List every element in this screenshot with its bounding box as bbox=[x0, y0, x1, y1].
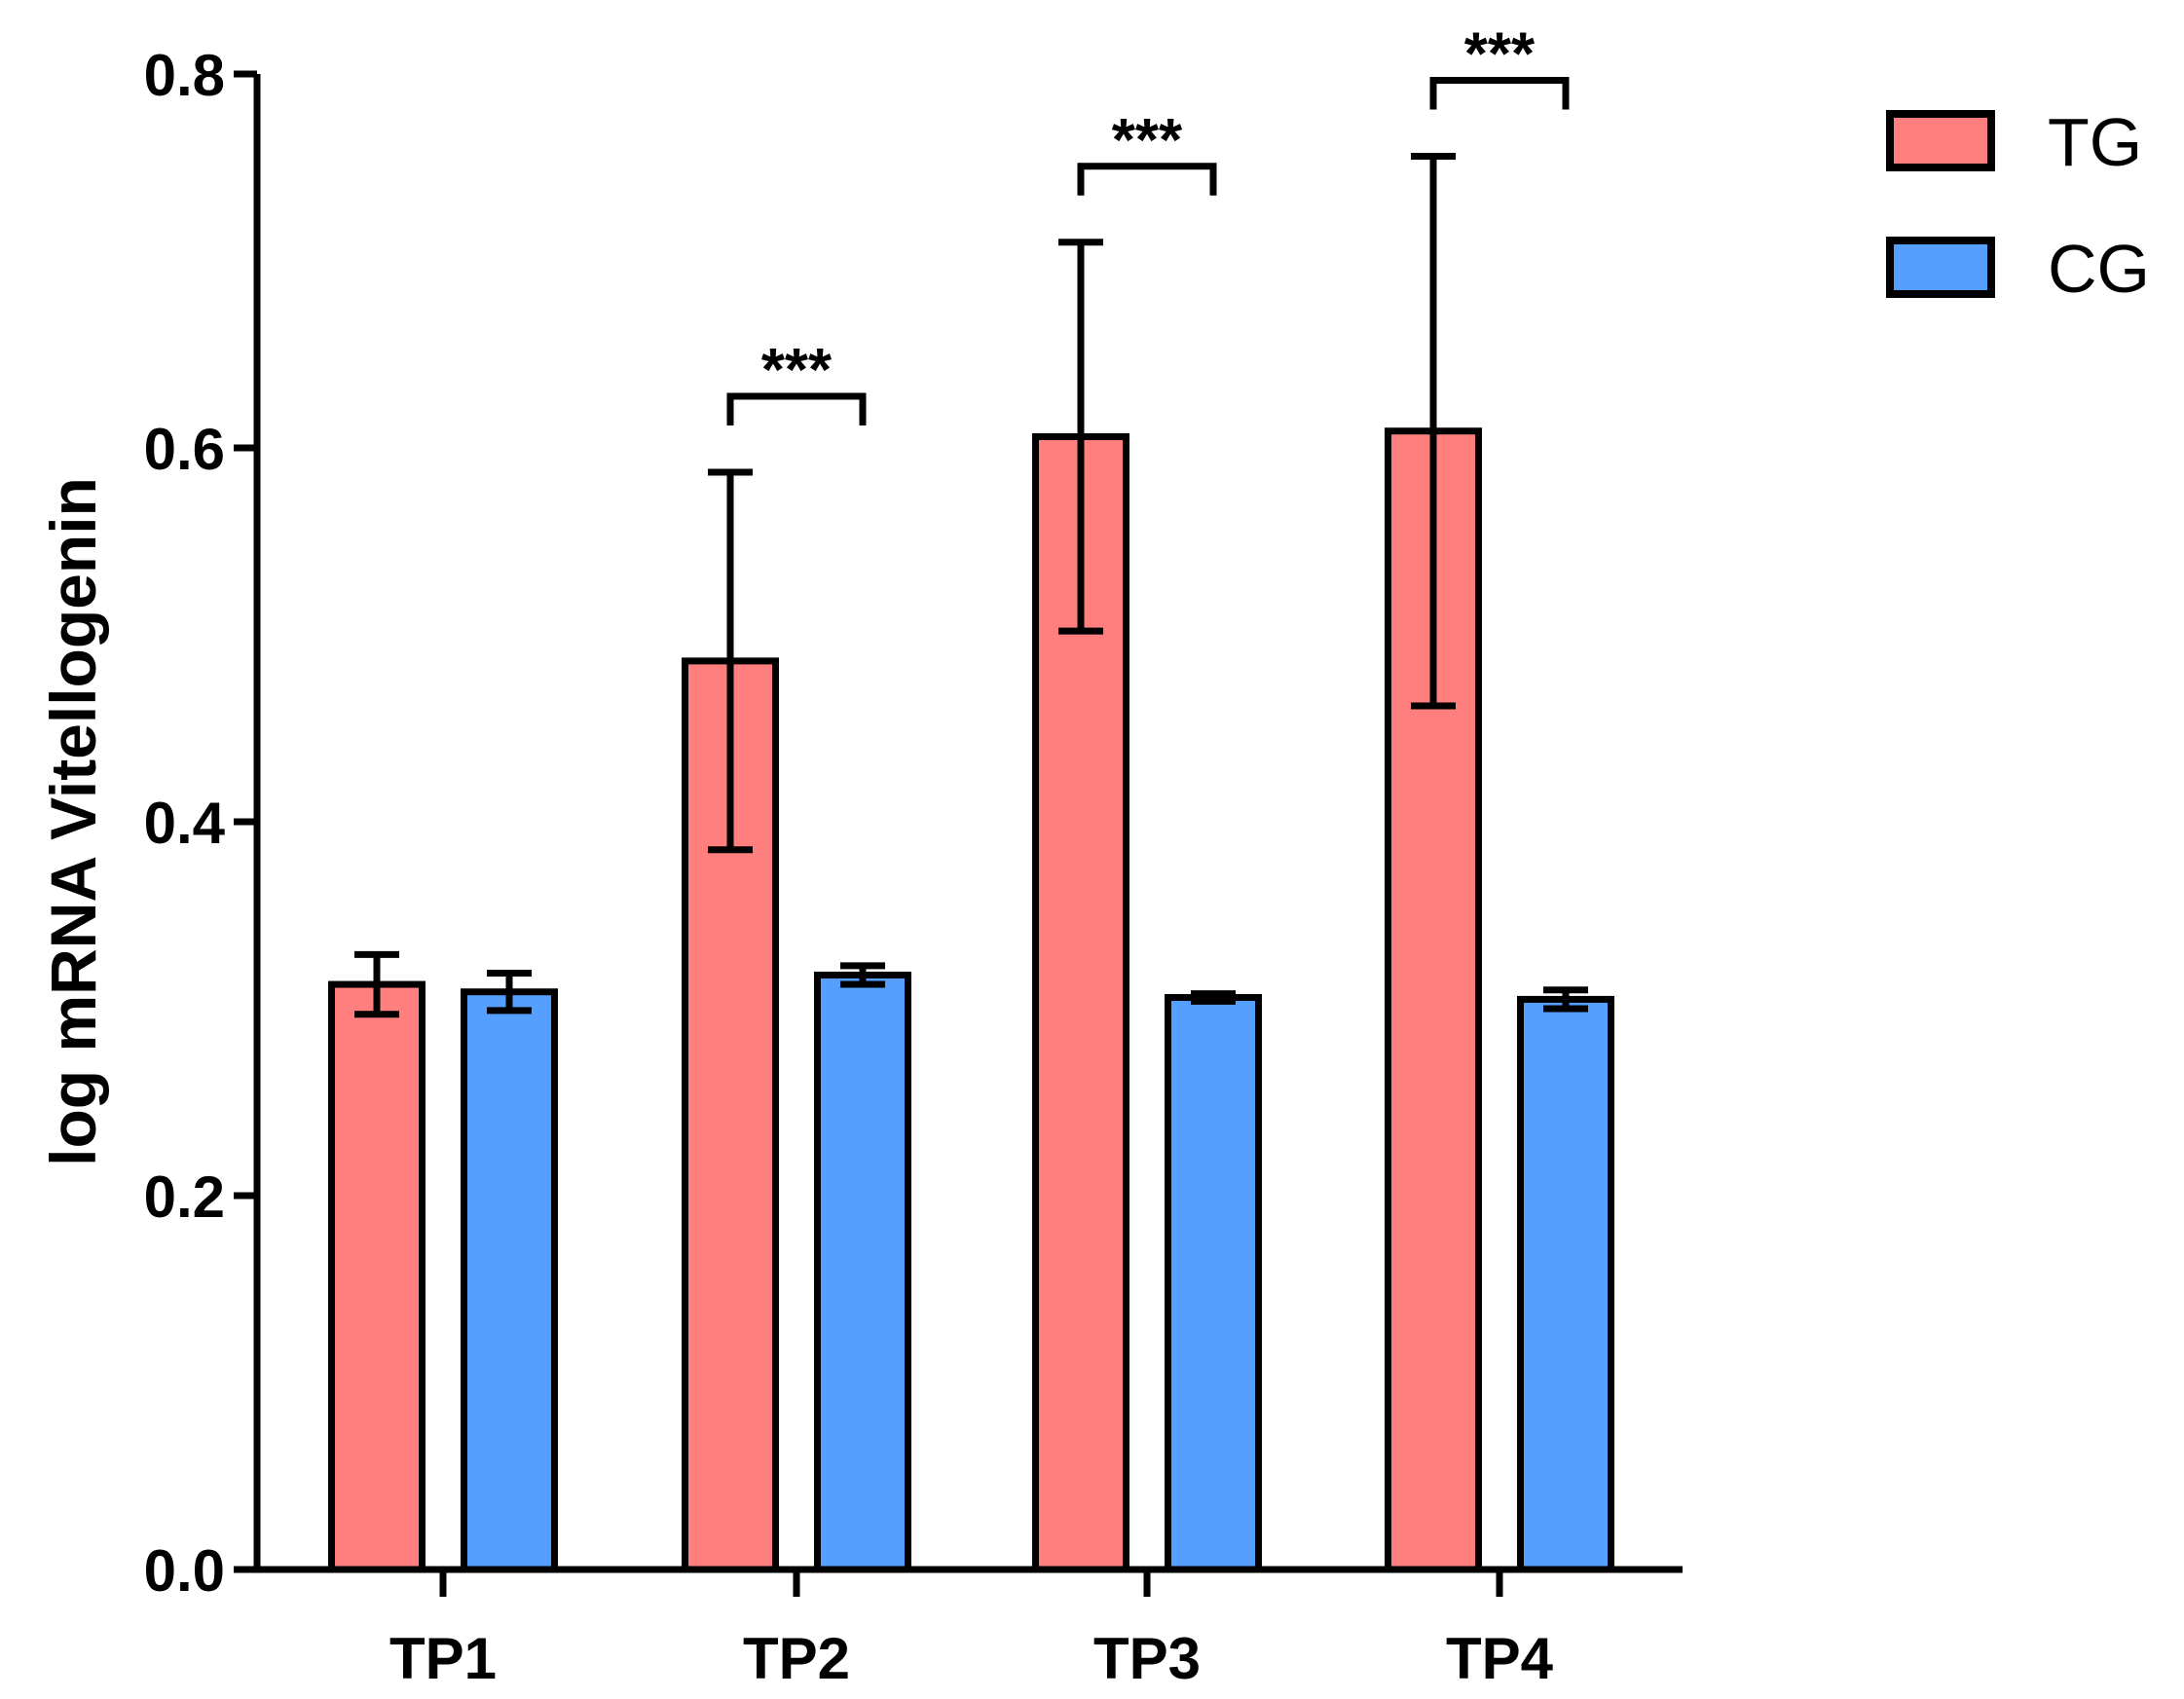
x-ticks: TP1 TP2 TP3 TP4 bbox=[389, 1570, 1554, 1691]
error-bar-tg-tp2 bbox=[708, 468, 753, 854]
significance-layer: *** *** *** bbox=[726, 20, 1570, 425]
bar-cg-tp3 bbox=[1165, 993, 1262, 1573]
x-tick-label-tp3: TP3 bbox=[1093, 1626, 1201, 1691]
legend: TG CG bbox=[1886, 104, 2150, 307]
x-tick-label-tp2: TP2 bbox=[743, 1626, 850, 1691]
bar-cg-tp1 bbox=[461, 988, 558, 1573]
error-bar-tg-tp4 bbox=[1411, 152, 1456, 710]
bars-layer bbox=[328, 427, 1614, 1573]
y-tick-label: 0.0 bbox=[144, 1538, 225, 1604]
significance-bracket bbox=[1077, 163, 1217, 196]
significance-bracket bbox=[726, 392, 867, 425]
significance-label: *** bbox=[1464, 20, 1536, 88]
y-axis-title: log mRNA Vitellogenin bbox=[37, 477, 109, 1166]
error-bar-cg-tp2 bbox=[840, 962, 885, 988]
error-bar-cg-tp1 bbox=[487, 970, 532, 1015]
y-tick-label: 0.8 bbox=[144, 43, 225, 108]
legend-swatch-cg bbox=[1886, 237, 1995, 298]
x-tick-label-tp1: TP1 bbox=[389, 1626, 497, 1691]
legend-label-cg: CG bbox=[2048, 231, 2150, 307]
significance-bracket bbox=[1429, 76, 1570, 110]
error-bars-layer bbox=[354, 152, 1588, 1018]
bar-cg-tp4 bbox=[1517, 995, 1614, 1573]
error-bar-cg-tp4 bbox=[1543, 986, 1588, 1013]
significance-label: *** bbox=[1112, 107, 1183, 174]
legend-label-tg: TG bbox=[2048, 104, 2142, 180]
significance-tp4: *** bbox=[1429, 20, 1570, 110]
bar-tg-tp1 bbox=[328, 980, 426, 1573]
error-bar-tg-tp1 bbox=[354, 950, 399, 1018]
error-bar-cg-tp3 bbox=[1191, 990, 1236, 1005]
significance-label: *** bbox=[761, 337, 833, 404]
y-tick-label: 0.6 bbox=[144, 417, 225, 482]
y-tick-label: 0.4 bbox=[144, 791, 226, 856]
legend-swatch-tg bbox=[1886, 110, 1995, 171]
y-ticks: 0.0 0.2 0.4 0.6 0.8 bbox=[144, 43, 257, 1604]
significance-tp2: *** bbox=[726, 337, 867, 425]
bar-cg-tp2 bbox=[814, 971, 911, 1573]
x-tick-label-tp4: TP4 bbox=[1446, 1626, 1554, 1691]
significance-tp3: *** bbox=[1077, 107, 1217, 196]
error-bar-tg-tp3 bbox=[1058, 239, 1103, 635]
y-tick-label: 0.2 bbox=[144, 1164, 225, 1230]
